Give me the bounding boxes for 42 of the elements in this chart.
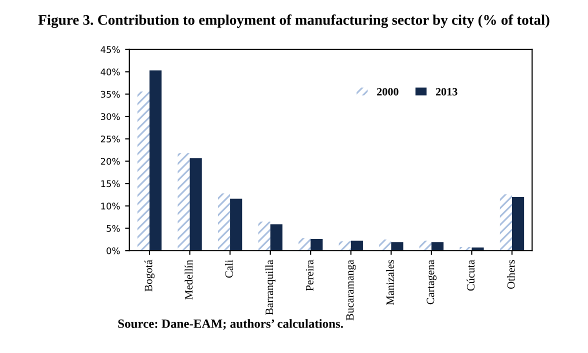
bar (150, 70, 162, 251)
bar (190, 158, 202, 251)
y-tick-label: 40% (100, 68, 120, 76)
x-tick-label: Bucaramanga (346, 260, 356, 320)
bar (500, 194, 512, 251)
x-tick-label: Others (506, 260, 515, 289)
bar (379, 239, 392, 251)
x-tick-label: Cartagena (426, 260, 436, 304)
bar (218, 193, 230, 251)
bar (298, 238, 311, 251)
bar (270, 224, 282, 251)
bar (391, 242, 404, 251)
chart-title: Figure 3. Contribution to employment of manufacturing sector by city (% of total) (38, 14, 550, 28)
y-tick-label: 15% (101, 180, 120, 188)
y-tick-label: 10% (101, 202, 120, 210)
y-tick-label: 20% (100, 158, 120, 165)
x-tick-label: Cali (225, 260, 233, 278)
bar (137, 91, 150, 251)
x-tick-label: Pereira (306, 260, 314, 291)
legend-label: 2000 (377, 88, 398, 96)
bar (350, 240, 363, 251)
bar (258, 222, 270, 251)
x-tick-label: Cúcuta (466, 260, 475, 291)
bar (230, 198, 242, 251)
bar (310, 239, 323, 251)
x-tick-label: Manizales (386, 260, 394, 305)
source-note: Source: Dane-EAM; authors’ calculations. (118, 319, 343, 330)
legend-label: 2013 (436, 88, 458, 96)
bar (512, 196, 524, 251)
bar (178, 153, 190, 251)
y-tick-label: 0% (106, 247, 120, 254)
y-tick-label: 35% (100, 90, 120, 98)
bar (338, 241, 351, 251)
y-tick-label: 5% (106, 225, 120, 232)
y-tick-label: 30% (100, 113, 120, 120)
y-tick-label: 25% (100, 136, 120, 142)
x-tick-label: Bogotá (144, 260, 155, 292)
x-tick-label: Barranquilla (265, 260, 276, 315)
x-tick-label: Medellín (184, 260, 193, 300)
y-tick-label: 45% (100, 46, 120, 53)
bar (419, 240, 432, 251)
bar (431, 242, 444, 251)
